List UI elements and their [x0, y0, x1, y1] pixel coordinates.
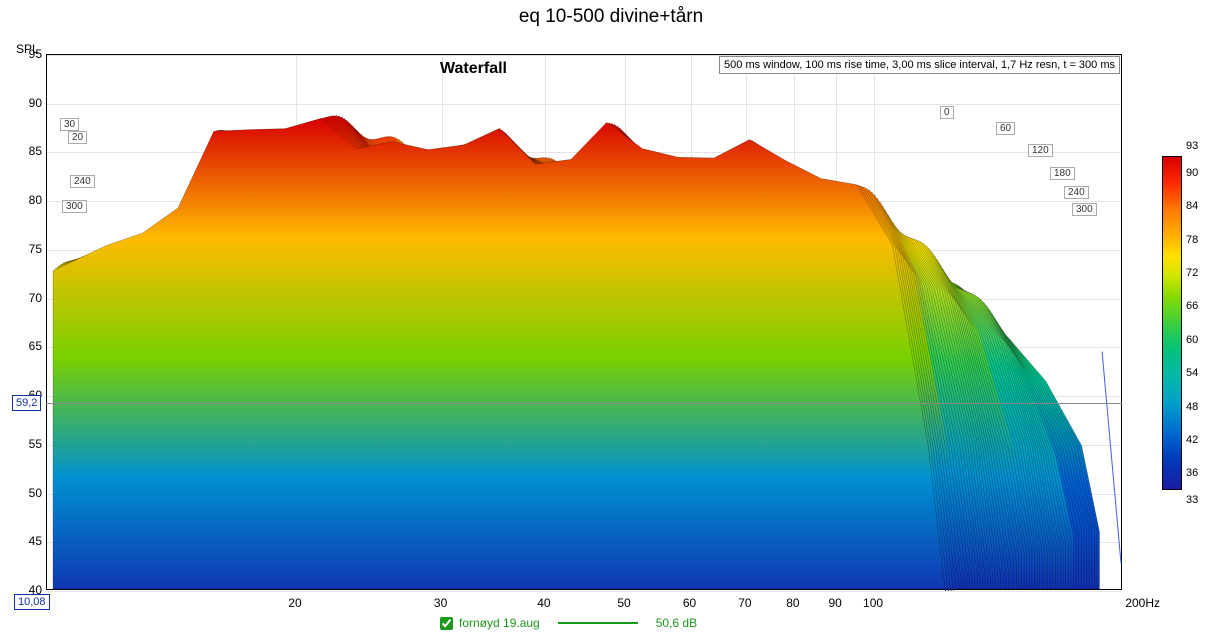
y-tick: 90 — [20, 96, 42, 110]
y-tick: 95 — [20, 47, 42, 61]
time-tick: 180 — [1050, 167, 1075, 180]
colorbar-tick: 42 — [1186, 434, 1198, 446]
plot-subtitle: Waterfall — [440, 60, 507, 78]
time-tick: 30 — [60, 118, 79, 131]
legend-checkbox[interactable] — [440, 617, 453, 630]
colorbar: 93 33 90847872666054484236 — [1162, 156, 1196, 490]
x-axis-unit: 200Hz — [1125, 596, 1160, 610]
colorbar-tick: 66 — [1186, 300, 1198, 312]
time-tick: 60 — [996, 122, 1015, 135]
chart-title: eq 10-500 divine+tårn — [0, 6, 1222, 28]
x-tick: 40 — [537, 596, 550, 610]
legend: fornøyd 19.aug 50,6 dB — [440, 616, 697, 630]
legend-value: 50,6 dB — [656, 616, 697, 630]
x-tick: 50 — [617, 596, 630, 610]
colorbar-tick: 48 — [1186, 401, 1198, 413]
colorbar-tick: 78 — [1186, 234, 1198, 246]
time-tick: 0 — [940, 106, 954, 119]
legend-line — [558, 622, 638, 624]
colorbar-tick: 60 — [1186, 334, 1198, 346]
time-tick: 240 — [70, 175, 95, 188]
colorbar-max: 93 — [1186, 140, 1198, 152]
x-tick: 30 — [434, 596, 447, 610]
x-cursor-readout[interactable]: 10,08 — [14, 594, 50, 610]
x-tick: 70 — [738, 596, 751, 610]
y-tick: 65 — [20, 339, 42, 353]
y-cursor-readout[interactable]: 59,2 — [12, 395, 41, 411]
colorbar-tick: 54 — [1186, 367, 1198, 379]
colorbar-tick: 36 — [1186, 467, 1198, 479]
time-tick: 300 — [62, 200, 87, 213]
x-tick: 80 — [786, 596, 799, 610]
plot-area[interactable] — [46, 54, 1122, 590]
colorbar-tick: 72 — [1186, 267, 1198, 279]
x-tick: 100 — [863, 596, 883, 610]
x-tick: 20 — [288, 596, 301, 610]
colorbar-min: 33 — [1186, 494, 1198, 506]
info-box: 500 ms window, 100 ms rise time, 3,00 ms… — [719, 56, 1120, 74]
gridline — [47, 591, 1121, 592]
x-tick: 60 — [683, 596, 696, 610]
y-tick: 55 — [20, 437, 42, 451]
y-tick: 50 — [20, 486, 42, 500]
colorbar-tick: 84 — [1186, 200, 1198, 212]
colorbar-tick: 90 — [1186, 167, 1198, 179]
legend-label: fornøyd 19.aug — [459, 616, 540, 630]
time-tick: 300 — [1072, 203, 1097, 216]
y-tick: 75 — [20, 242, 42, 256]
y-tick: 70 — [20, 291, 42, 305]
time-tick: 20 — [68, 131, 87, 144]
time-tick: 120 — [1028, 144, 1053, 157]
y-tick: 45 — [20, 534, 42, 548]
waterfall-surface — [47, 55, 1123, 591]
x-tick: 90 — [829, 596, 842, 610]
y-tick: 85 — [20, 144, 42, 158]
time-tick: 240 — [1064, 186, 1089, 199]
cursor-line — [46, 403, 1122, 404]
y-tick: 80 — [20, 193, 42, 207]
